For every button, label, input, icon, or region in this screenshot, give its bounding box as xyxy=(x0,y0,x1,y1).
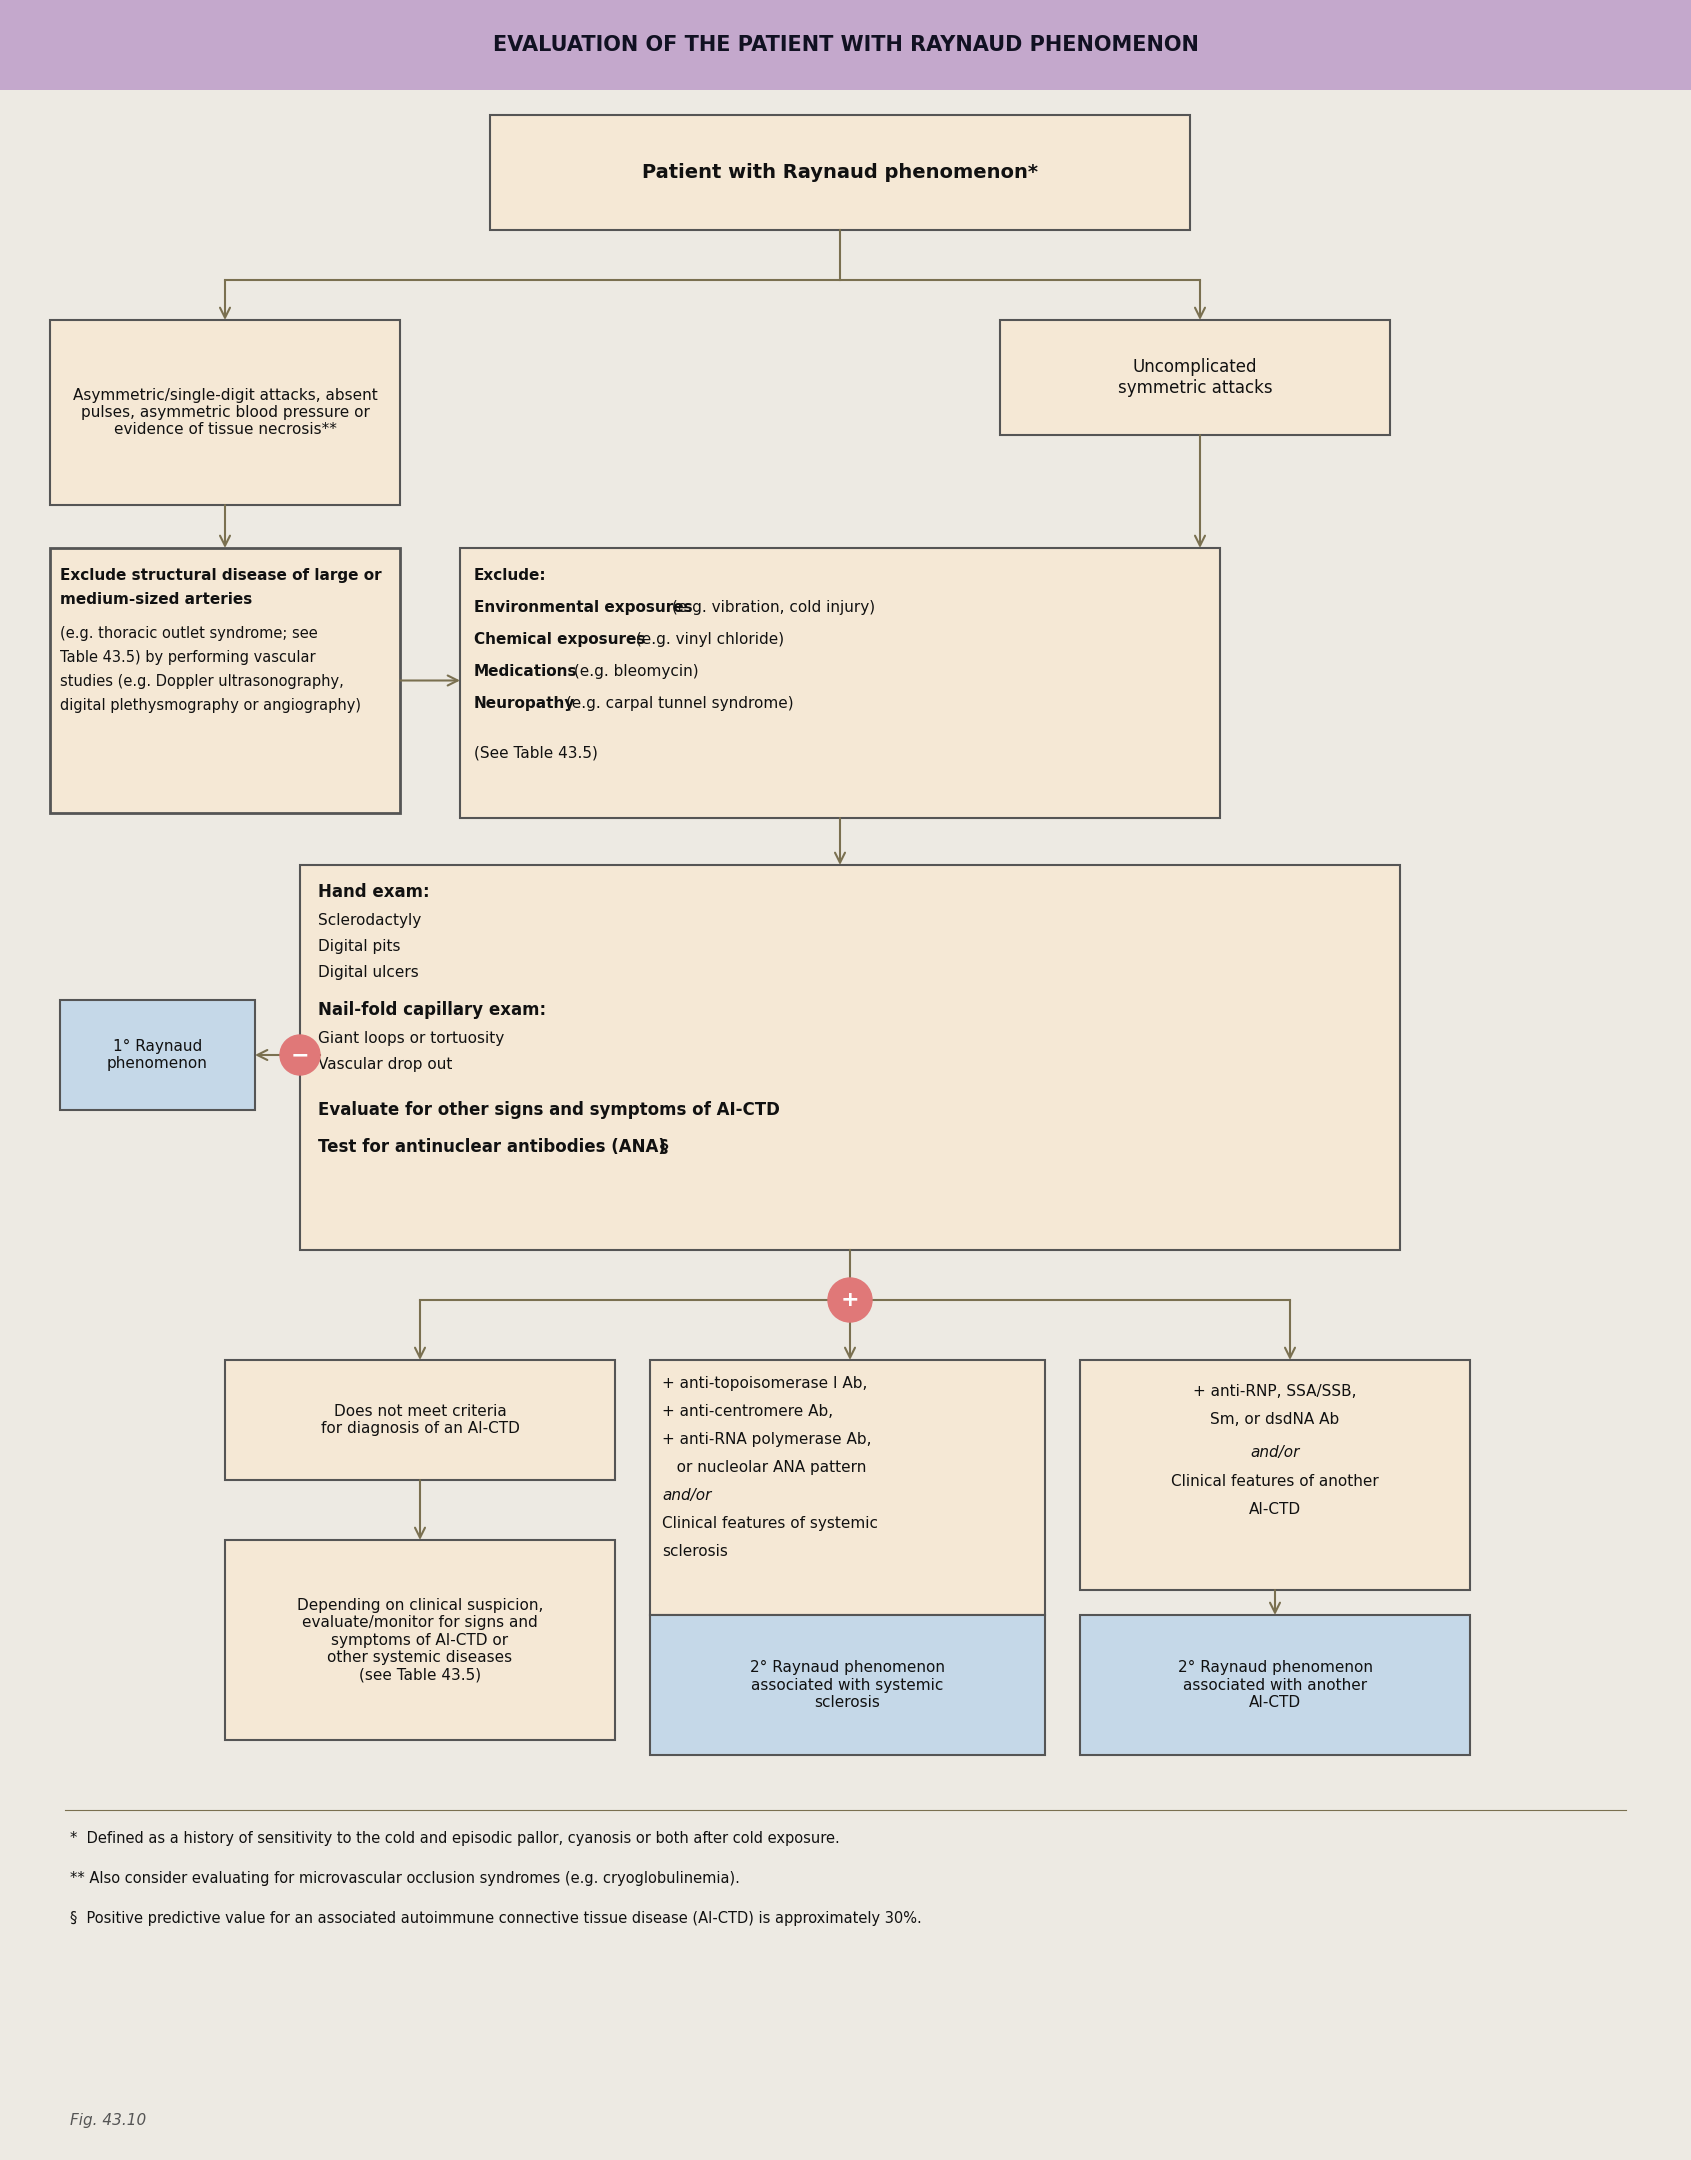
Text: Medications: Medications xyxy=(473,663,578,678)
Text: Exclude:: Exclude: xyxy=(473,568,546,583)
Text: Digital pits: Digital pits xyxy=(318,940,401,955)
Text: Patient with Raynaud phenomenon*: Patient with Raynaud phenomenon* xyxy=(643,162,1038,181)
Text: §  Positive predictive value for an associated autoimmune connective tissue dise: § Positive predictive value for an assoc… xyxy=(69,1909,922,1925)
Bar xyxy=(649,1361,1045,1616)
Circle shape xyxy=(281,1035,320,1076)
Bar xyxy=(225,1361,616,1480)
Bar xyxy=(999,320,1390,434)
Text: Test for antinuclear antibodies (ANA): Test for antinuclear antibodies (ANA) xyxy=(318,1138,666,1156)
Text: + anti-centromere Ab,: + anti-centromere Ab, xyxy=(661,1404,834,1419)
Bar xyxy=(1081,1616,1469,1754)
Text: Does not meet criteria
for diagnosis of an AI-CTD: Does not meet criteria for diagnosis of … xyxy=(321,1404,519,1436)
Text: +: + xyxy=(840,1290,859,1309)
Text: 1° Raynaud
phenomenon: 1° Raynaud phenomenon xyxy=(107,1039,208,1071)
Text: EVALUATION OF THE PATIENT WITH RAYNAUD PHENOMENON: EVALUATION OF THE PATIENT WITH RAYNAUD P… xyxy=(492,35,1199,54)
Text: Evaluate for other signs and symptoms of AI-CTD: Evaluate for other signs and symptoms of… xyxy=(318,1102,780,1119)
Bar xyxy=(51,320,401,505)
Text: Uncomplicated
symmetric attacks: Uncomplicated symmetric attacks xyxy=(1118,359,1272,397)
Text: Depending on clinical suspicion,
evaluate/monitor for signs and
symptoms of AI-C: Depending on clinical suspicion, evaluat… xyxy=(298,1598,543,1683)
Text: Asymmetric/single-digit attacks, absent
pulses, asymmetric blood pressure or
evi: Asymmetric/single-digit attacks, absent … xyxy=(73,387,377,436)
Text: and/or: and/or xyxy=(661,1488,712,1503)
Text: Sm, or dsdNA Ab: Sm, or dsdNA Ab xyxy=(1211,1413,1339,1428)
Text: + anti-RNA polymerase Ab,: + anti-RNA polymerase Ab, xyxy=(661,1432,871,1447)
Text: medium-sized arteries: medium-sized arteries xyxy=(59,592,252,607)
Text: (e.g. vinyl chloride): (e.g. vinyl chloride) xyxy=(631,633,785,648)
Text: Vascular drop out: Vascular drop out xyxy=(318,1056,453,1071)
Text: (e.g. vibration, cold injury): (e.g. vibration, cold injury) xyxy=(666,600,876,616)
Text: sclerosis: sclerosis xyxy=(661,1544,727,1560)
Bar xyxy=(59,1000,255,1110)
Text: or nucleolar ANA pattern: or nucleolar ANA pattern xyxy=(661,1460,866,1475)
Text: Neuropathy: Neuropathy xyxy=(473,696,575,711)
Text: *  Defined as a history of sensitivity to the cold and episodic pallor, cyanosis: * Defined as a history of sensitivity to… xyxy=(69,1830,840,1845)
Text: Hand exam:: Hand exam: xyxy=(318,883,430,901)
Bar xyxy=(0,0,1691,91)
Text: + anti-RNP, SSA/SSB,: + anti-RNP, SSA/SSB, xyxy=(1194,1385,1356,1400)
Text: Giant loops or tortuosity: Giant loops or tortuosity xyxy=(318,1030,504,1045)
Bar xyxy=(225,1540,616,1741)
Text: Nail-fold capillary exam:: Nail-fold capillary exam: xyxy=(318,1000,546,1020)
Text: −: − xyxy=(291,1045,309,1065)
Text: Environmental exposures: Environmental exposures xyxy=(473,600,693,616)
Circle shape xyxy=(829,1279,873,1322)
Bar xyxy=(490,114,1190,229)
Text: §: § xyxy=(659,1138,668,1156)
Text: Chemical exposures: Chemical exposures xyxy=(473,633,646,648)
Text: AI-CTD: AI-CTD xyxy=(1250,1503,1300,1518)
Text: Sclerodactyly: Sclerodactyly xyxy=(318,914,421,929)
Text: (e.g. carpal tunnel syndrome): (e.g. carpal tunnel syndrome) xyxy=(561,696,793,711)
Bar xyxy=(51,549,401,812)
Bar xyxy=(299,864,1400,1251)
Text: + anti-topoisomerase I Ab,: + anti-topoisomerase I Ab, xyxy=(661,1376,867,1391)
Text: digital plethysmography or angiography): digital plethysmography or angiography) xyxy=(59,698,360,713)
Text: studies (e.g. Doppler ultrasonography,: studies (e.g. Doppler ultrasonography, xyxy=(59,674,343,689)
Text: Clinical features of another: Clinical features of another xyxy=(1172,1475,1378,1490)
Text: (See Table 43.5): (See Table 43.5) xyxy=(473,745,599,760)
Text: 2° Raynaud phenomenon
associated with another
AI-CTD: 2° Raynaud phenomenon associated with an… xyxy=(1177,1661,1373,1711)
Bar xyxy=(460,549,1219,819)
Text: (e.g. thoracic outlet syndrome; see: (e.g. thoracic outlet syndrome; see xyxy=(59,626,318,642)
Text: Clinical features of systemic: Clinical features of systemic xyxy=(661,1516,878,1531)
Text: ** Also consider evaluating for microvascular occlusion syndromes (e.g. cryoglob: ** Also consider evaluating for microvas… xyxy=(69,1871,741,1886)
Text: Table 43.5) by performing vascular: Table 43.5) by performing vascular xyxy=(59,650,316,665)
Text: and/or: and/or xyxy=(1250,1445,1300,1460)
Text: Digital ulcers: Digital ulcers xyxy=(318,966,419,981)
Bar xyxy=(649,1616,1045,1754)
Bar xyxy=(1081,1361,1469,1590)
Text: Exclude structural disease of large or: Exclude structural disease of large or xyxy=(59,568,382,583)
Text: (e.g. bleomycin): (e.g. bleomycin) xyxy=(568,663,698,678)
Text: Fig. 43.10: Fig. 43.10 xyxy=(69,2112,145,2128)
Text: 2° Raynaud phenomenon
associated with systemic
sclerosis: 2° Raynaud phenomenon associated with sy… xyxy=(751,1661,945,1711)
